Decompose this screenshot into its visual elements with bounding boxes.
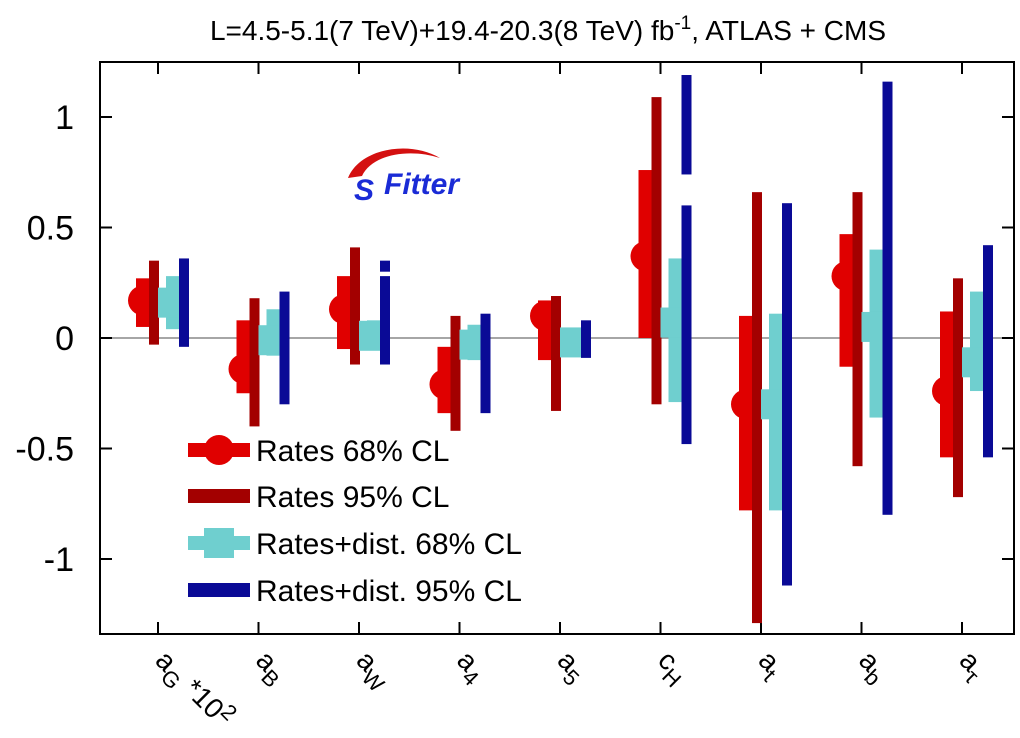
legend: Rates 68% CL Rates 95% CL Rates+dist. 68% … [188,435,522,608]
error-bar [651,97,662,405]
chart-title-main: L=4.5-5.1(7 TeV)+19.4-20.3(8 TeV) fb [210,15,674,46]
error-bar [782,203,792,586]
error-bar [852,192,863,467]
error-bar [752,192,762,624]
error-bar [380,260,390,272]
chart-title-suffix: , ATLAS + CMS [691,15,886,46]
error-bar [839,234,854,367]
axis-ticks: 1 0.5 0 -0.5 -1 [15,62,1014,634]
plot-frame [99,61,1015,635]
legend-label: Rates+dist. 68% CL [256,528,522,561]
error-bar [179,258,189,347]
x-tick-label: aB [245,644,293,692]
logo-swoosh [348,148,440,178]
error-bar [551,296,561,411]
legend-swatch-line [188,489,250,503]
legend-label: Rates+dist. 95% CL [256,575,522,608]
legend-label: Rates 68% CL [256,435,449,468]
x-tick-label: aG *102 [145,641,242,738]
y-tick-label: 1 [55,99,74,137]
y-tick-label: -1 [44,541,74,579]
legend-swatch-line [188,583,250,597]
legend-swatch-square [204,528,234,558]
x-tick-label: cH [647,644,695,692]
error-bar [681,75,692,175]
error-bar [249,298,260,427]
x-tick-label: aW [346,644,399,697]
logo-initial: S [354,174,374,207]
error-bar [450,315,461,431]
legend-label: Rates 95% CL [256,481,449,514]
x-tick-label: aτ [949,644,993,688]
error-bar [953,278,963,498]
x-tick-label: a4 [446,644,493,691]
chart-title-superscript: -1 [674,13,691,34]
sfitter-logo: S Fitter [348,148,461,207]
error-bar [983,245,993,458]
x-tick-label: at [748,644,790,686]
error-bar [480,313,491,414]
chart-title: L=4.5-5.1(7 TeV)+19.4-20.3(8 TeV) fb-1, … [210,13,886,46]
x-tick-label: a5 [547,644,594,691]
y-tick-label: -0.5 [15,431,74,469]
error-bar [380,276,390,365]
legend-swatch-circle [204,435,234,465]
y-tick-label: 0 [55,320,74,358]
error-bar [581,320,591,358]
error-bar [279,291,290,405]
y-tick-label: 0.5 [27,210,74,248]
x-tick-label: ab [848,644,895,691]
error-bar [149,260,159,345]
error-bar [350,247,360,365]
data-marks [128,75,993,624]
logo-wordmark: Fitter [384,168,461,201]
error-bar [882,81,893,515]
error-bar [681,205,692,445]
